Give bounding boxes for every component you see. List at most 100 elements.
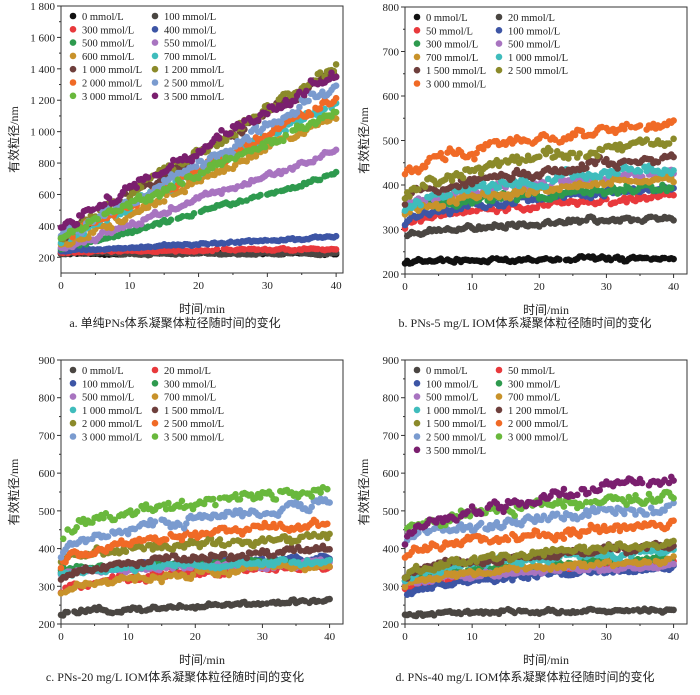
data-point bbox=[245, 526, 253, 534]
legend-item: 100 mmol/L bbox=[151, 12, 216, 23]
series-2500mmol-L bbox=[57, 82, 340, 240]
legend-label: 1 200 mmol/L bbox=[164, 65, 224, 76]
y-tick-label: 1 800 bbox=[30, 1, 55, 13]
data-point bbox=[85, 234, 92, 241]
legend-item: 500 mmol/L bbox=[69, 39, 134, 50]
legend-item: 1 000 mmol/L bbox=[495, 53, 568, 64]
y-tick-label: 800 bbox=[383, 393, 400, 405]
legend-label: 100 mmol/L bbox=[164, 12, 216, 23]
data-points bbox=[57, 61, 340, 259]
data-point bbox=[111, 516, 118, 524]
data-point bbox=[218, 127, 225, 134]
data-point bbox=[571, 131, 579, 139]
data-point bbox=[290, 547, 298, 555]
y-tick-label: 500 bbox=[383, 506, 400, 518]
data-point bbox=[670, 217, 677, 224]
y-tick-label: 900 bbox=[39, 355, 56, 367]
series-0mmol-L bbox=[401, 605, 677, 620]
data-point bbox=[654, 158, 662, 166]
data-point bbox=[421, 183, 429, 191]
x-axis-title: 时间/min bbox=[523, 303, 569, 317]
data-point bbox=[307, 111, 315, 119]
series-3500mmol-L bbox=[59, 484, 331, 543]
x-axis-title: 时间/min bbox=[523, 653, 569, 667]
data-point bbox=[636, 168, 644, 175]
data-point bbox=[160, 198, 168, 205]
x-tick-label: 40 bbox=[324, 631, 336, 643]
y-tick-label: 800 bbox=[39, 158, 56, 170]
data-point bbox=[133, 508, 141, 515]
data-point bbox=[417, 201, 424, 209]
legend-marker bbox=[151, 12, 159, 20]
data-point bbox=[332, 61, 340, 68]
y-axis-title: 有效粒径/nm bbox=[356, 458, 371, 525]
legend-item: 300 mmol/L bbox=[69, 25, 134, 36]
legend-marker bbox=[151, 52, 159, 60]
x-tick-label: 30 bbox=[262, 280, 274, 292]
legend-item: 1 200 mmol/L bbox=[151, 65, 224, 76]
data-point bbox=[243, 158, 250, 165]
data-point bbox=[542, 132, 550, 140]
y-tick-label: 500 bbox=[39, 506, 56, 518]
x-tick-label: 10 bbox=[467, 281, 479, 293]
data-point bbox=[170, 184, 177, 191]
data-point bbox=[594, 152, 601, 160]
y-tick-label: 900 bbox=[383, 355, 400, 367]
y-tick-label: 800 bbox=[383, 2, 400, 14]
legend-label: 400 mmol/L bbox=[164, 25, 216, 36]
data-point bbox=[167, 162, 175, 169]
data-point bbox=[316, 176, 324, 184]
data-point bbox=[459, 174, 467, 182]
data-point bbox=[264, 237, 271, 244]
legend-item: 1 000 mmol/L bbox=[69, 65, 142, 76]
legend-label: 3 500 mmol/L bbox=[164, 433, 224, 444]
series-3000mmol-L bbox=[57, 495, 333, 561]
data-point bbox=[332, 73, 340, 81]
legend-marker bbox=[69, 65, 77, 73]
data-point bbox=[216, 536, 224, 543]
data-point bbox=[64, 608, 71, 616]
legend-item: 3 000 mmol/L bbox=[69, 92, 142, 103]
legend-item: 2 500 mmol/L bbox=[151, 419, 224, 430]
data-point bbox=[193, 152, 200, 160]
data-point bbox=[421, 163, 429, 171]
data-point bbox=[291, 97, 299, 105]
y-tick-label: 300 bbox=[383, 581, 400, 593]
legend-marker bbox=[413, 53, 421, 61]
data-point bbox=[326, 546, 333, 553]
data-point bbox=[165, 499, 172, 507]
legend-label: 0 mmol/L bbox=[82, 366, 124, 377]
legend-marker bbox=[69, 26, 77, 33]
data-point bbox=[133, 184, 140, 191]
legend-label: 2 500 mmol/L bbox=[164, 79, 224, 90]
data-point bbox=[165, 209, 173, 216]
legend-marker bbox=[413, 27, 421, 34]
data-point bbox=[332, 246, 340, 253]
legend-label: 700 mmol/L bbox=[164, 52, 216, 63]
x-tick-label: 0 bbox=[402, 281, 408, 293]
data-point bbox=[227, 130, 234, 137]
legend-item: 1 500 mmol/L bbox=[151, 406, 224, 417]
legend-item: 700 mmol/L bbox=[151, 52, 216, 63]
data-point bbox=[536, 153, 543, 160]
legend-label: 0 mmol/L bbox=[426, 13, 468, 24]
legend-marker bbox=[151, 39, 159, 46]
legend-item: 50 mmol/L bbox=[413, 26, 473, 37]
data-point bbox=[569, 149, 577, 157]
legend-item: 2 000 mmol/L bbox=[69, 419, 142, 430]
data-point bbox=[104, 533, 112, 540]
data-point bbox=[101, 201, 108, 208]
data-point bbox=[209, 495, 217, 503]
data-point bbox=[670, 167, 677, 174]
data-point bbox=[332, 94, 340, 102]
data-point bbox=[209, 164, 216, 172]
y-tick-label: 700 bbox=[383, 47, 400, 59]
legend-item: 20 mmol/L bbox=[151, 366, 211, 377]
data-point bbox=[121, 216, 129, 224]
data-point bbox=[236, 496, 244, 503]
legend-marker bbox=[151, 26, 159, 33]
legend-label: 300 mmol/L bbox=[426, 40, 478, 51]
data-point bbox=[316, 105, 324, 112]
data-point bbox=[453, 200, 460, 207]
